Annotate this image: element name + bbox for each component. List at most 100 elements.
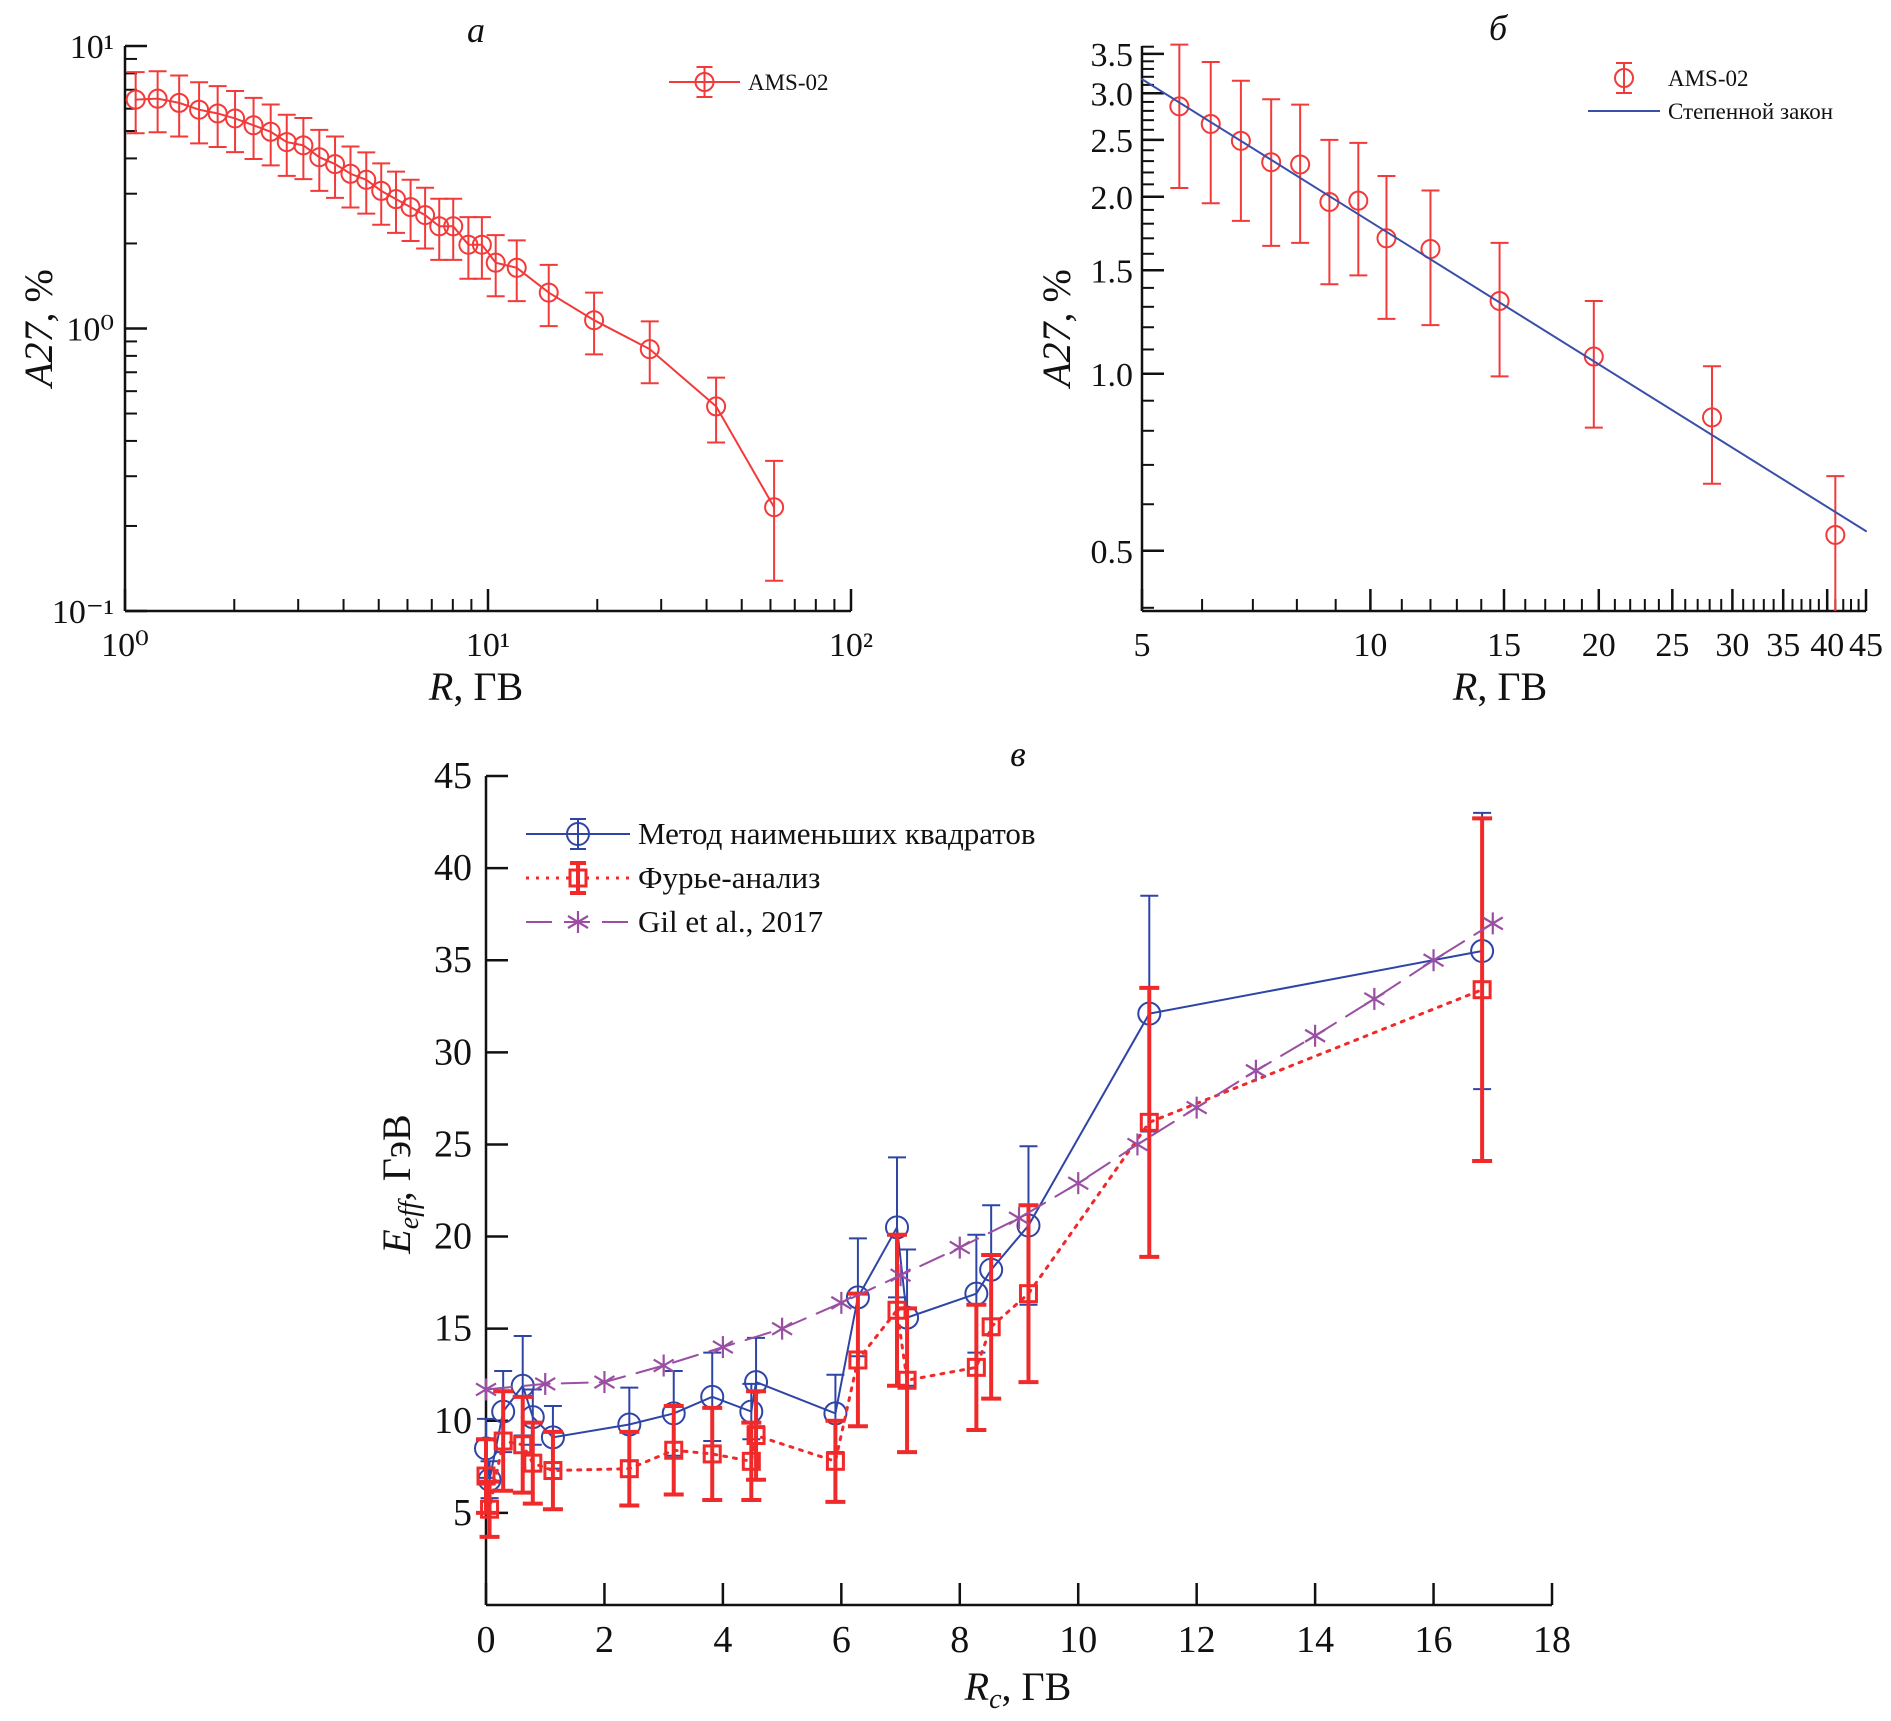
series-2	[476, 816, 1493, 1539]
x-tick-label: 30	[1715, 627, 1749, 664]
data-point	[1230, 130, 1251, 151]
error-bar	[507, 239, 526, 303]
data-point	[1363, 987, 1385, 1010]
error-bar	[326, 135, 345, 199]
data-point	[593, 1371, 616, 1394]
error-bar	[897, 1306, 918, 1455]
data-point	[476, 1466, 496, 1486]
data-point	[356, 169, 377, 190]
error-bar	[640, 320, 659, 385]
star-stroke	[1304, 1028, 1326, 1043]
axis-variable: E	[374, 1229, 419, 1254]
data-point	[538, 282, 559, 303]
x-tick-label: 10	[1353, 627, 1387, 664]
error-bar	[1231, 79, 1250, 222]
error-bar	[126, 71, 145, 135]
axis-variable: A27	[1034, 320, 1079, 389]
star-stroke	[771, 1321, 793, 1336]
axis-unit: , ГВ	[1002, 1664, 1072, 1709]
data-point	[1825, 524, 1846, 545]
data-point	[1304, 1024, 1326, 1047]
y-tick-label: 25	[434, 1123, 472, 1165]
star-stroke	[1126, 1137, 1149, 1152]
star-stroke	[653, 1358, 675, 1373]
y-axis-label: Eeff, ГэВ	[374, 1114, 425, 1254]
error-bar	[277, 113, 296, 177]
error-bar	[190, 81, 209, 145]
data-point	[415, 205, 436, 226]
data-point	[1200, 113, 1221, 134]
y-tick-label: 1.5	[1091, 253, 1134, 290]
y-tick-label: 30	[434, 1031, 472, 1073]
data-point	[1008, 1207, 1030, 1230]
legend-marker	[566, 822, 590, 846]
error-bar	[387, 170, 406, 234]
data-point	[741, 1451, 761, 1471]
error-bar	[341, 145, 360, 209]
data-point	[897, 1370, 917, 1390]
x-tick-label: 18	[1533, 1619, 1571, 1661]
series-3	[475, 912, 1504, 1401]
error-bar	[261, 103, 280, 167]
star-stroke	[567, 915, 589, 929]
y-tick-label: 10⁻¹	[52, 594, 114, 631]
star-stroke	[1008, 1211, 1030, 1226]
data-point	[1482, 912, 1504, 935]
data-point	[225, 108, 246, 129]
star-stroke	[534, 1376, 556, 1391]
x-tick-label: 16	[1415, 1619, 1453, 1661]
error-bar	[981, 1252, 1002, 1401]
data-point	[664, 1440, 684, 1460]
x-tick-label: 45	[1849, 627, 1883, 664]
x-tick-label: 12	[1178, 1619, 1216, 1661]
data-point	[1472, 980, 1492, 1000]
legend-label: AMS-02	[748, 70, 829, 95]
x-tick-label: 10⁰	[101, 627, 149, 664]
legend-item: AMS-02	[669, 66, 829, 98]
legend-label: Степенной закон	[1668, 99, 1833, 124]
error-bar	[966, 1302, 987, 1432]
error-bar	[522, 1420, 543, 1506]
error-bar	[372, 162, 391, 226]
star-stroke	[1186, 1100, 1208, 1115]
data-point	[889, 1264, 912, 1287]
data-point	[1420, 239, 1441, 260]
axis-variable: R	[1452, 664, 1477, 709]
x-tick-label: 10²	[829, 627, 873, 664]
data-point	[169, 92, 190, 113]
x-tick-label: 5	[1134, 627, 1151, 664]
error-bar	[244, 96, 263, 161]
error-bar	[663, 1404, 684, 1497]
data-point	[471, 234, 492, 255]
data-point	[981, 1317, 1001, 1337]
data-point	[706, 396, 727, 417]
legend-item: Степенной закон	[1588, 99, 1833, 124]
y-tick-label: 40	[434, 847, 472, 889]
data-point	[764, 497, 785, 518]
series-1	[1169, 43, 1846, 611]
axis-unit: , %	[16, 269, 61, 322]
y-tick-label: 1.0	[1091, 357, 1134, 394]
star-stroke	[1482, 916, 1504, 931]
error-bar	[765, 459, 784, 582]
series-line	[134, 97, 776, 509]
data-point	[325, 154, 346, 175]
legend-label: Фурье-анализ	[638, 860, 820, 895]
error-bar	[887, 1232, 908, 1388]
star-stroke	[475, 1382, 497, 1397]
error-bar	[226, 89, 245, 154]
legend-item: Gil et al., 2017	[526, 904, 823, 939]
x-tick-label: 6	[832, 1619, 851, 1661]
data-point	[1018, 1284, 1038, 1304]
data-point	[513, 1435, 533, 1455]
series-line	[1141, 78, 1867, 533]
legend-marker	[694, 72, 715, 92]
error-bar	[1320, 138, 1339, 286]
axis-subscript: c	[989, 1684, 1002, 1715]
axis-unit: , ГВ	[1477, 664, 1547, 709]
error-bar	[170, 74, 189, 138]
x-tick-label: 20	[1582, 627, 1616, 664]
chart-panel-3: в 0 2 4 6 8 10 12 14 16 18 5 10 15 20 25 30 35 40 45 Rc, ГВ E…	[374, 734, 1571, 1715]
